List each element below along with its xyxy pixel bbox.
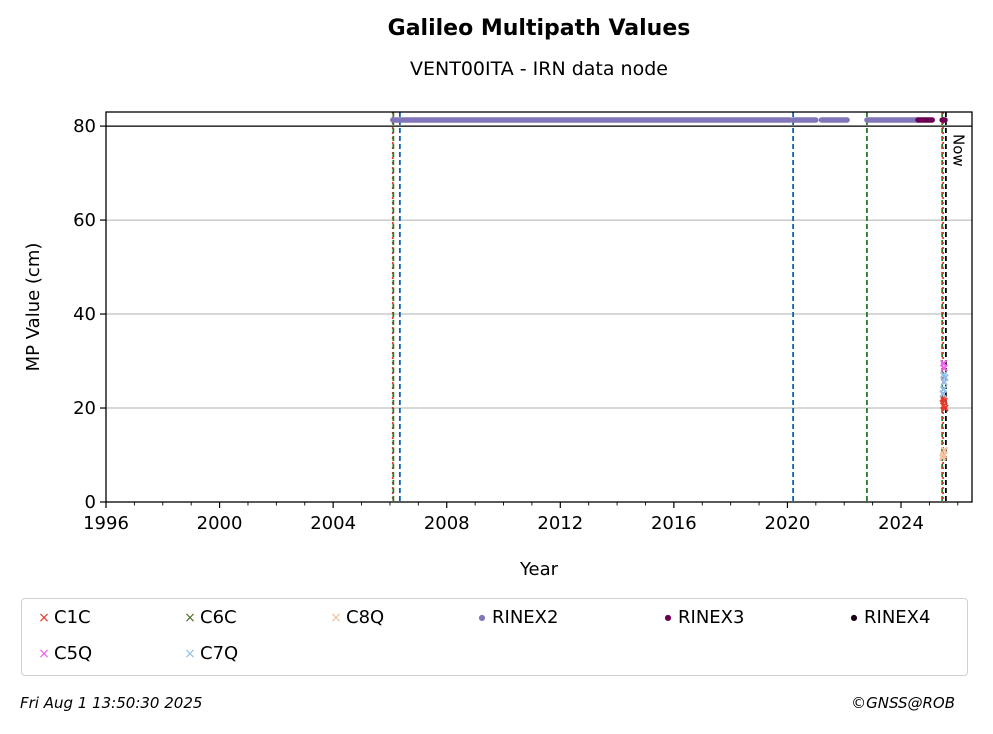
now-label: Now (950, 134, 968, 167)
chart-subtitle: VENT00ITA - IRN data node (410, 58, 668, 80)
point-stroke (941, 404, 949, 412)
legend-label: RINEX3 (678, 607, 745, 628)
legend-marker-icon: × (184, 610, 196, 626)
point-stroke (939, 390, 947, 398)
chart-title: Galileo Multipath Values (387, 16, 691, 41)
series-c7q-point (939, 371, 948, 379)
series-c7q-point (939, 390, 947, 398)
series-c8q-point (940, 446, 949, 455)
legend-label: RINEX2 (492, 607, 559, 628)
series-c1c-point (941, 404, 949, 412)
legend-marker-icon: × (38, 646, 50, 662)
x-tick-label: 2008 (424, 513, 470, 534)
point-stroke (939, 371, 948, 379)
legend-label: C8Q (346, 607, 385, 628)
point-stroke (940, 446, 949, 455)
chart-svg: 1996 2000 2004 2008 2012 2016 2020 2024 0 20 40 60… (23, 111, 973, 580)
legend-marker-icon: ● (850, 613, 858, 622)
x-tick-label: 2020 (765, 513, 811, 534)
legend-marker-icon: × (38, 610, 50, 626)
x-axis: 1996 2000 2004 2008 2012 2016 2020 2024 (83, 502, 959, 534)
legend-marker-icon: × (184, 646, 196, 662)
y-tick-label: 60 (73, 210, 96, 231)
series-c8q-point (939, 453, 947, 462)
footer-credit: ©GNSS@ROB (851, 694, 955, 712)
point-stroke (939, 453, 947, 462)
y-tick-label: 40 (73, 304, 96, 325)
footer-timestamp: Fri Aug 1 13:50:30 2025 (20, 694, 203, 712)
legend-label: C5Q (54, 643, 93, 664)
x-tick-label: 2012 (537, 513, 583, 534)
y-tick-label: 20 (73, 398, 96, 419)
y-axis-label: MP Value (cm) (23, 243, 44, 372)
series-c5q-point (940, 364, 948, 372)
y-axis: 0 20 40 60 80 (73, 116, 106, 513)
vertical-event-lines (391, 112, 947, 502)
legend-label: RINEX4 (864, 607, 931, 628)
x-tick-label: 2024 (878, 513, 924, 534)
plot-frame (105, 111, 973, 503)
legend-label: C1C (54, 607, 91, 628)
y-tick-label: 80 (73, 116, 96, 137)
y-tick-label: 0 (85, 492, 96, 513)
x-tick-label: 2016 (651, 513, 697, 534)
legend-label: C6C (200, 607, 237, 628)
x-tick-label: 2000 (197, 513, 243, 534)
point-stroke (940, 364, 948, 372)
legend-marker-icon: ● (664, 613, 672, 622)
x-tick-label: 1996 (83, 513, 129, 534)
legend-marker-icon: × (330, 610, 342, 626)
legend-marker-icon: ● (478, 613, 486, 622)
grid-lines (106, 125, 972, 503)
legend: × C1C × C6C × C8Q ● RINEX2 ● RINEX3 ● RINEX4 × C5Q × C7… (21, 598, 968, 676)
legend-label: C7Q (200, 643, 239, 664)
point-stroke (940, 378, 948, 386)
x-axis-label: Year (519, 559, 559, 580)
x-tick-label: 2004 (310, 513, 356, 534)
data-marks (390, 117, 949, 462)
